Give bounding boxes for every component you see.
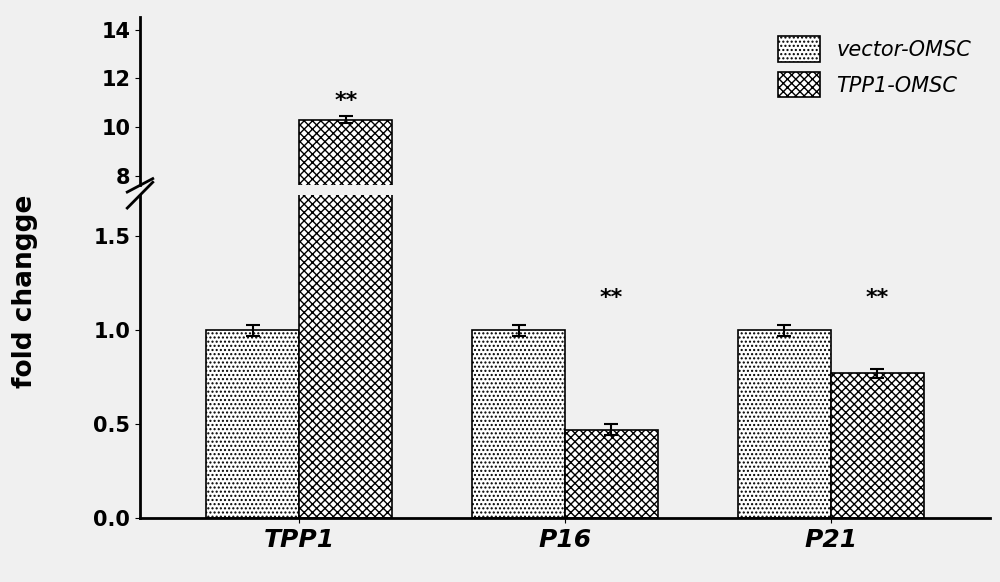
Bar	[565, 359, 658, 370]
Text: **: **	[865, 288, 889, 308]
Bar	[299, 120, 392, 370]
Bar	[831, 374, 924, 518]
Text: fold changge: fold changge	[12, 194, 38, 388]
Bar	[206, 331, 299, 518]
Bar	[206, 346, 299, 370]
Bar	[299, 0, 392, 518]
Bar	[738, 346, 831, 370]
Bar	[831, 352, 924, 370]
Bar	[738, 331, 831, 518]
Bar	[472, 346, 565, 370]
Text: **: **	[334, 91, 357, 111]
Text: **: **	[600, 288, 623, 308]
Bar	[565, 430, 658, 518]
Bar	[472, 331, 565, 518]
Legend: vector-OMSC, TPP1-OMSC: vector-OMSC, TPP1-OMSC	[770, 28, 980, 106]
